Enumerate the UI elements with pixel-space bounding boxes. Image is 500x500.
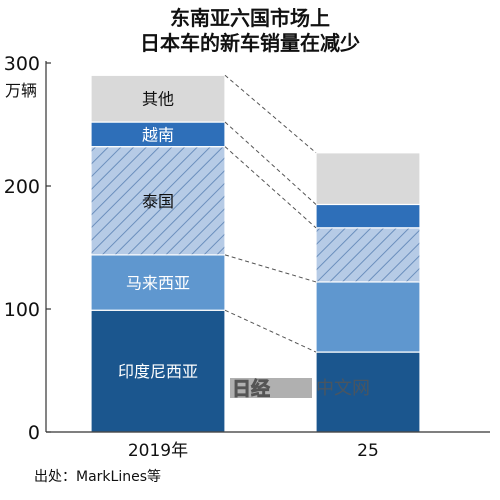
nikkei-chinese-watermark: 日经 中文网 (230, 377, 370, 400)
series-label-1: 马来西亚 (126, 274, 190, 293)
chart-title-line-1: 东南亚六国市场上 (170, 6, 330, 30)
bar-1-segment-3 (315, 203, 421, 229)
bar-0-segment-1 (90, 254, 226, 311)
bar-1-segment-1 (315, 281, 421, 353)
source-note: 出处：MarkLines等 (34, 469, 161, 485)
connector-line-3 (224, 146, 317, 229)
connector-line-4 (224, 121, 317, 205)
chart-title-line-2: 日本车的新车销量在减少 (140, 31, 360, 55)
bar-1-segment-0 (315, 351, 421, 433)
series-label-4: 其他 (142, 90, 174, 109)
watermark-text: 中文网 (316, 378, 370, 399)
x-tick-label-0: 2019年 (128, 441, 188, 461)
series-label-2: 泰国 (142, 192, 174, 211)
y-tick-label-0: 0 (28, 422, 40, 444)
y-tick-label-2: 200 (4, 176, 40, 198)
bar-1-segment-4 (315, 152, 421, 206)
connector-line-2 (224, 254, 317, 283)
x-tick-label-1: 25 (357, 441, 379, 461)
chart-title: 东南亚六国市场上 日本车的新车销量在减少 (0, 6, 500, 56)
series-label-3: 越南 (142, 125, 174, 144)
y-tick-label-1: 100 (4, 299, 40, 321)
nikkei-logo: 日经 (232, 377, 270, 400)
y-axis-unit-label: 万辆 (5, 81, 37, 100)
bar-0-segment-2 (90, 146, 226, 256)
connector-line-5 (224, 74, 317, 154)
y-tick-label-3: 300 (4, 53, 40, 75)
bar-1-segment-2 (315, 227, 421, 283)
series-label-0: 印度尼西亚 (118, 362, 198, 381)
bar-0-segment-4 (90, 74, 226, 123)
connector-line-1 (224, 309, 317, 353)
